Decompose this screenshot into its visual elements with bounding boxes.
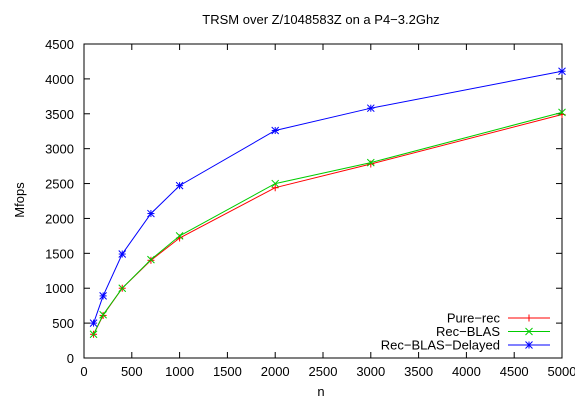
- y-tick-label: 0: [67, 351, 74, 366]
- y-tick-label: 3000: [45, 142, 74, 157]
- x-tick-label: 1000: [165, 364, 194, 379]
- y-tick-label: 2500: [45, 177, 74, 192]
- data-point: [175, 232, 184, 240]
- data-point: [558, 67, 566, 76]
- data-point: [271, 179, 280, 188]
- y-axis-label: Mfops: [12, 182, 27, 218]
- legend-label: Rec−BLAS: [436, 324, 500, 339]
- y-tick-label: 3500: [45, 107, 74, 122]
- series-1: [89, 108, 566, 339]
- data-point: [118, 284, 127, 293]
- x-tick-label: 4000: [452, 364, 481, 379]
- series-2: [89, 67, 566, 327]
- x-tick-label: 3000: [356, 364, 385, 379]
- x-tick-label: 500: [121, 364, 143, 379]
- legend-marker: [525, 327, 533, 336]
- y-tick-label: 2000: [45, 211, 74, 226]
- data-point: [89, 330, 98, 339]
- legend-marker: [525, 341, 533, 349]
- y-tick-label: 500: [52, 316, 74, 331]
- y-tick-label: 4000: [45, 72, 74, 87]
- data-point: [175, 181, 184, 190]
- y-tick-label: 1000: [45, 281, 74, 296]
- y-tick-label: 1500: [45, 246, 74, 261]
- series-line: [93, 114, 563, 335]
- data-point: [118, 250, 127, 258]
- legend-label: Pure−rec: [447, 311, 501, 326]
- data-point: [99, 292, 107, 300]
- y-tick-label: 4500: [45, 37, 74, 52]
- series-line: [93, 70, 563, 324]
- data-point: [558, 108, 566, 117]
- series-0: [90, 110, 566, 338]
- x-axis-label: n: [317, 384, 324, 399]
- data-point: [147, 255, 155, 264]
- x-tick-label: 2500: [309, 364, 338, 379]
- axis-ticks: 0 500 1000 1500 2000 2500 3000 3500 4000 4500 5000…: [45, 37, 575, 379]
- series-layer: [89, 67, 566, 339]
- legend-label: Rec−BLAS−Delayed: [381, 338, 500, 353]
- data-point: [367, 160, 375, 168]
- data-point: [366, 104, 375, 113]
- series-line: [93, 111, 563, 335]
- x-tick-label: 0: [80, 364, 87, 379]
- legend-marker: [525, 314, 533, 322]
- data-point: [147, 209, 155, 218]
- x-tick-label: 5000: [548, 364, 575, 379]
- data-point: [366, 158, 375, 167]
- data-point: [271, 126, 280, 135]
- x-tick-label: 4500: [500, 364, 529, 379]
- x-tick-label: 3500: [404, 364, 433, 379]
- data-point: [99, 310, 107, 319]
- data-point: [271, 184, 279, 192]
- x-tick-label: 1500: [213, 364, 242, 379]
- chart-title: TRSM over Z/1048583Z on a P4−3.2Ghz: [202, 12, 439, 27]
- data-point: [89, 319, 98, 327]
- x-tick-label: 2000: [261, 364, 290, 379]
